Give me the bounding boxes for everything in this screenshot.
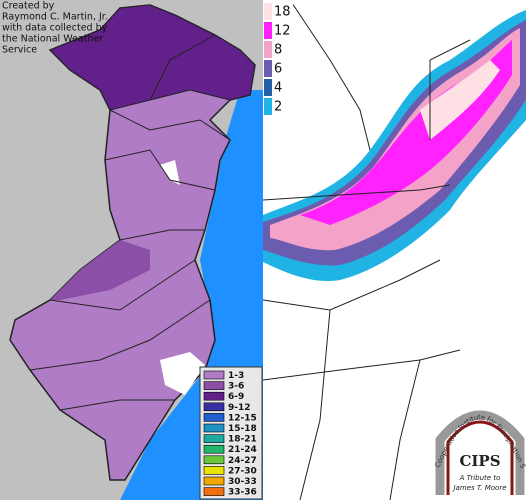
- state-line: [262, 184, 451, 201]
- legend-label: 24-27: [228, 456, 257, 466]
- county-line: [59, 399, 175, 411]
- legend-label: 15-18: [228, 424, 257, 434]
- no-snow-area: [160, 160, 180, 185]
- legend-swatch: [203, 476, 225, 486]
- legend-swatch: [203, 423, 225, 433]
- legend-swatch: [264, 41, 272, 58]
- logo-arch: [435, 410, 525, 495]
- state-line: [262, 259, 441, 311]
- legend-swatch: [203, 370, 225, 380]
- legend-swatch: [203, 381, 225, 390]
- legend-swatch: [264, 3, 272, 20]
- legend-label: 21-24: [228, 445, 257, 455]
- legend-swatch: [203, 487, 225, 496]
- legend-label: 3-6: [228, 382, 244, 392]
- legend-label: 12: [274, 24, 291, 39]
- county-line: [119, 229, 205, 241]
- county-line: [109, 109, 231, 141]
- legend-label: 33-36: [228, 488, 257, 498]
- no-snow-area: [160, 352, 205, 395]
- legend-swatch: [203, 413, 225, 422]
- logo-name: CIPS: [459, 452, 500, 470]
- state-line: [429, 39, 471, 140]
- legend-swatch: [203, 434, 225, 443]
- county-line: [149, 34, 216, 101]
- logo-person: James T. Moore: [451, 484, 506, 492]
- logo-arch-inner: [446, 420, 514, 495]
- legend-label: 12-15: [228, 413, 257, 423]
- state-line: [289, 0, 371, 151]
- credit-line: Raymond C. Martin, Jr.: [2, 12, 108, 23]
- legend-swatch: [203, 391, 225, 401]
- right-legend: 18 12 8 6 4 2: [264, 3, 291, 115]
- left-legend: 1-33-66-99-1212-1515-1818-2121-2424-2727…: [203, 370, 257, 498]
- state-lines: [262, 0, 471, 500]
- legend-label: 30-33: [228, 477, 257, 487]
- legend-swatch: [203, 466, 225, 475]
- credit-line: the National Weather: [2, 34, 103, 45]
- legend-label: 6-9: [228, 392, 244, 402]
- legend-label: 4: [274, 81, 282, 96]
- legend-swatch: [203, 455, 225, 465]
- legend-label: 18: [274, 5, 291, 20]
- credit-line: Created by: [2, 1, 55, 12]
- county-line: [104, 149, 216, 191]
- legend-label: 27-30: [228, 466, 257, 476]
- state-line: [262, 349, 461, 381]
- legend-swatch: [264, 98, 272, 115]
- legend-label: 6: [274, 62, 282, 77]
- snow-band-18: [420, 60, 500, 140]
- credit-line: with data collected by: [2, 23, 108, 34]
- legend-label: 18-21: [228, 435, 257, 445]
- legend-swatch: [264, 79, 272, 96]
- county-line: [49, 259, 196, 311]
- legend-label: 8: [274, 43, 282, 58]
- state-line: [299, 309, 331, 500]
- legend-label: 2: [274, 100, 282, 115]
- legend-label: 9-12: [228, 403, 251, 413]
- legend-swatch: [203, 402, 225, 412]
- county-line: [29, 299, 211, 371]
- state-line: [389, 359, 421, 500]
- legend-swatch: [203, 444, 225, 454]
- heavy-snow-zone: [49, 4, 256, 111]
- legend-swatch: [264, 22, 272, 39]
- county-lines: [29, 34, 231, 411]
- legend-swatch: [264, 60, 272, 77]
- moderate-snow-zone: [50, 240, 150, 300]
- logo-tribute: A Tribute to: [459, 474, 501, 482]
- legend-label: 1-3: [228, 371, 244, 381]
- credit-line: Service: [2, 45, 37, 56]
